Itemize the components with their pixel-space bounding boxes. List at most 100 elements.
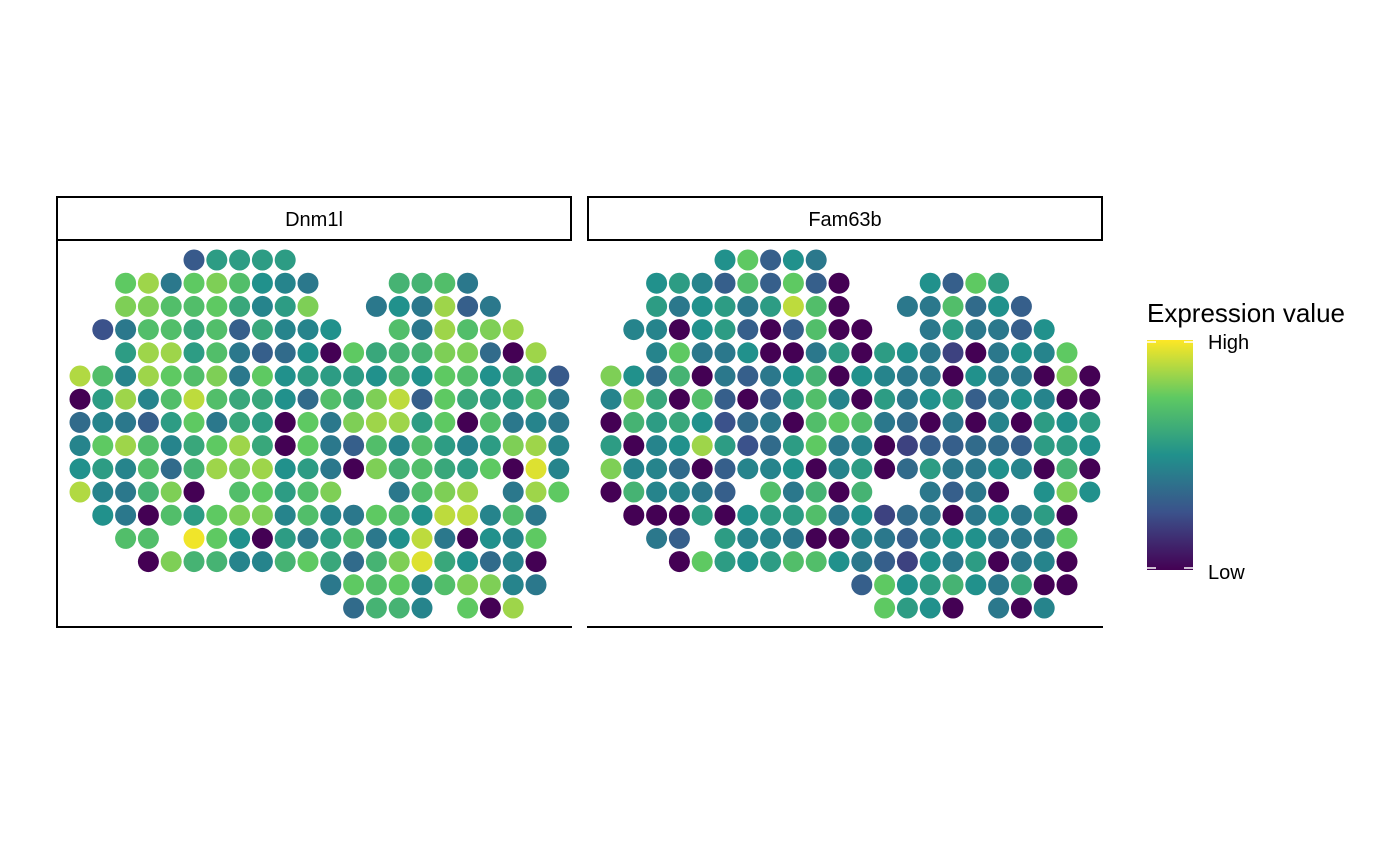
spot-point (434, 388, 456, 410)
spot-point (1010, 504, 1032, 526)
spot-point (782, 504, 804, 526)
spot-point (714, 249, 736, 271)
spot-point (874, 527, 896, 549)
spot-point (942, 551, 964, 573)
spot-point (737, 527, 759, 549)
spot-point (691, 388, 713, 410)
spot-point (160, 481, 182, 503)
spot-point (320, 527, 342, 549)
spot-point (691, 435, 713, 457)
spot-point (1033, 458, 1055, 480)
spot-point (206, 342, 228, 364)
spot-point (343, 458, 365, 480)
spot-point (229, 551, 251, 573)
spot-point (919, 597, 941, 619)
spot-point (274, 481, 296, 503)
spot-point (343, 527, 365, 549)
spot-point (1033, 504, 1055, 526)
spot-point (320, 458, 342, 480)
spot-point (760, 411, 782, 433)
spot-point (137, 388, 159, 410)
spot-point (828, 411, 850, 433)
spot-point (411, 527, 433, 549)
spot-point (137, 435, 159, 457)
spot-point (1079, 365, 1101, 387)
spot-point (691, 411, 713, 433)
spot-point (251, 319, 273, 341)
spot-point (525, 551, 547, 573)
spot-point (411, 574, 433, 596)
spot-point (965, 527, 987, 549)
spot-point (457, 342, 479, 364)
spot-point (388, 411, 410, 433)
spot-point (343, 365, 365, 387)
spot-point (251, 295, 273, 317)
spot-point (691, 272, 713, 294)
spot-point (92, 411, 114, 433)
spot-point (1056, 481, 1078, 503)
spot-point (896, 527, 918, 549)
spot-point (896, 458, 918, 480)
spot-point (274, 249, 296, 271)
spot-point (668, 411, 690, 433)
spot-point (320, 342, 342, 364)
spot-point (782, 411, 804, 433)
spot-point (411, 597, 433, 619)
spot-point (411, 388, 433, 410)
spot-point (411, 365, 433, 387)
spot-point (919, 411, 941, 433)
spot-point (760, 527, 782, 549)
spot-point (411, 272, 433, 294)
spot-point (388, 342, 410, 364)
spot-point (988, 574, 1010, 596)
spot-point (646, 295, 668, 317)
spot-point (805, 249, 827, 271)
spot-point (115, 527, 137, 549)
spot-point (965, 342, 987, 364)
spot-point (297, 272, 319, 294)
spot-point (548, 388, 570, 410)
spot-point (737, 249, 759, 271)
spot-point (919, 295, 941, 317)
spot-point (828, 435, 850, 457)
spot-point (434, 411, 456, 433)
spot-point (737, 365, 759, 387)
spot-point (525, 527, 547, 549)
spot-point (251, 481, 273, 503)
spot-point (623, 319, 645, 341)
spot-point (115, 295, 137, 317)
spot-point (714, 272, 736, 294)
spot-point (274, 295, 296, 317)
spot-point (206, 504, 228, 526)
spot-point (343, 388, 365, 410)
spot-point (714, 435, 736, 457)
spot-point (851, 527, 873, 549)
spot-point (805, 411, 827, 433)
spot-point (297, 411, 319, 433)
spot-point (691, 295, 713, 317)
spot-point (434, 435, 456, 457)
spot-point (502, 481, 524, 503)
spot-point (388, 551, 410, 573)
spot-point (965, 574, 987, 596)
spot-point (525, 411, 547, 433)
spot-point (388, 365, 410, 387)
spot-point (92, 319, 114, 341)
spot-point (411, 295, 433, 317)
spot-point (343, 597, 365, 619)
legend-colorbar (1147, 340, 1193, 570)
spot-point (988, 551, 1010, 573)
spot-point (668, 458, 690, 480)
spot-point (69, 365, 91, 387)
spot-point (365, 388, 387, 410)
spot-point (457, 435, 479, 457)
spot-point (457, 527, 479, 549)
spot-point (502, 319, 524, 341)
spot-point (805, 342, 827, 364)
spot-point (343, 411, 365, 433)
spot-point (851, 388, 873, 410)
spot-point (160, 342, 182, 364)
spot-point (1033, 411, 1055, 433)
spot-point (646, 527, 668, 549)
spot-point (965, 481, 987, 503)
